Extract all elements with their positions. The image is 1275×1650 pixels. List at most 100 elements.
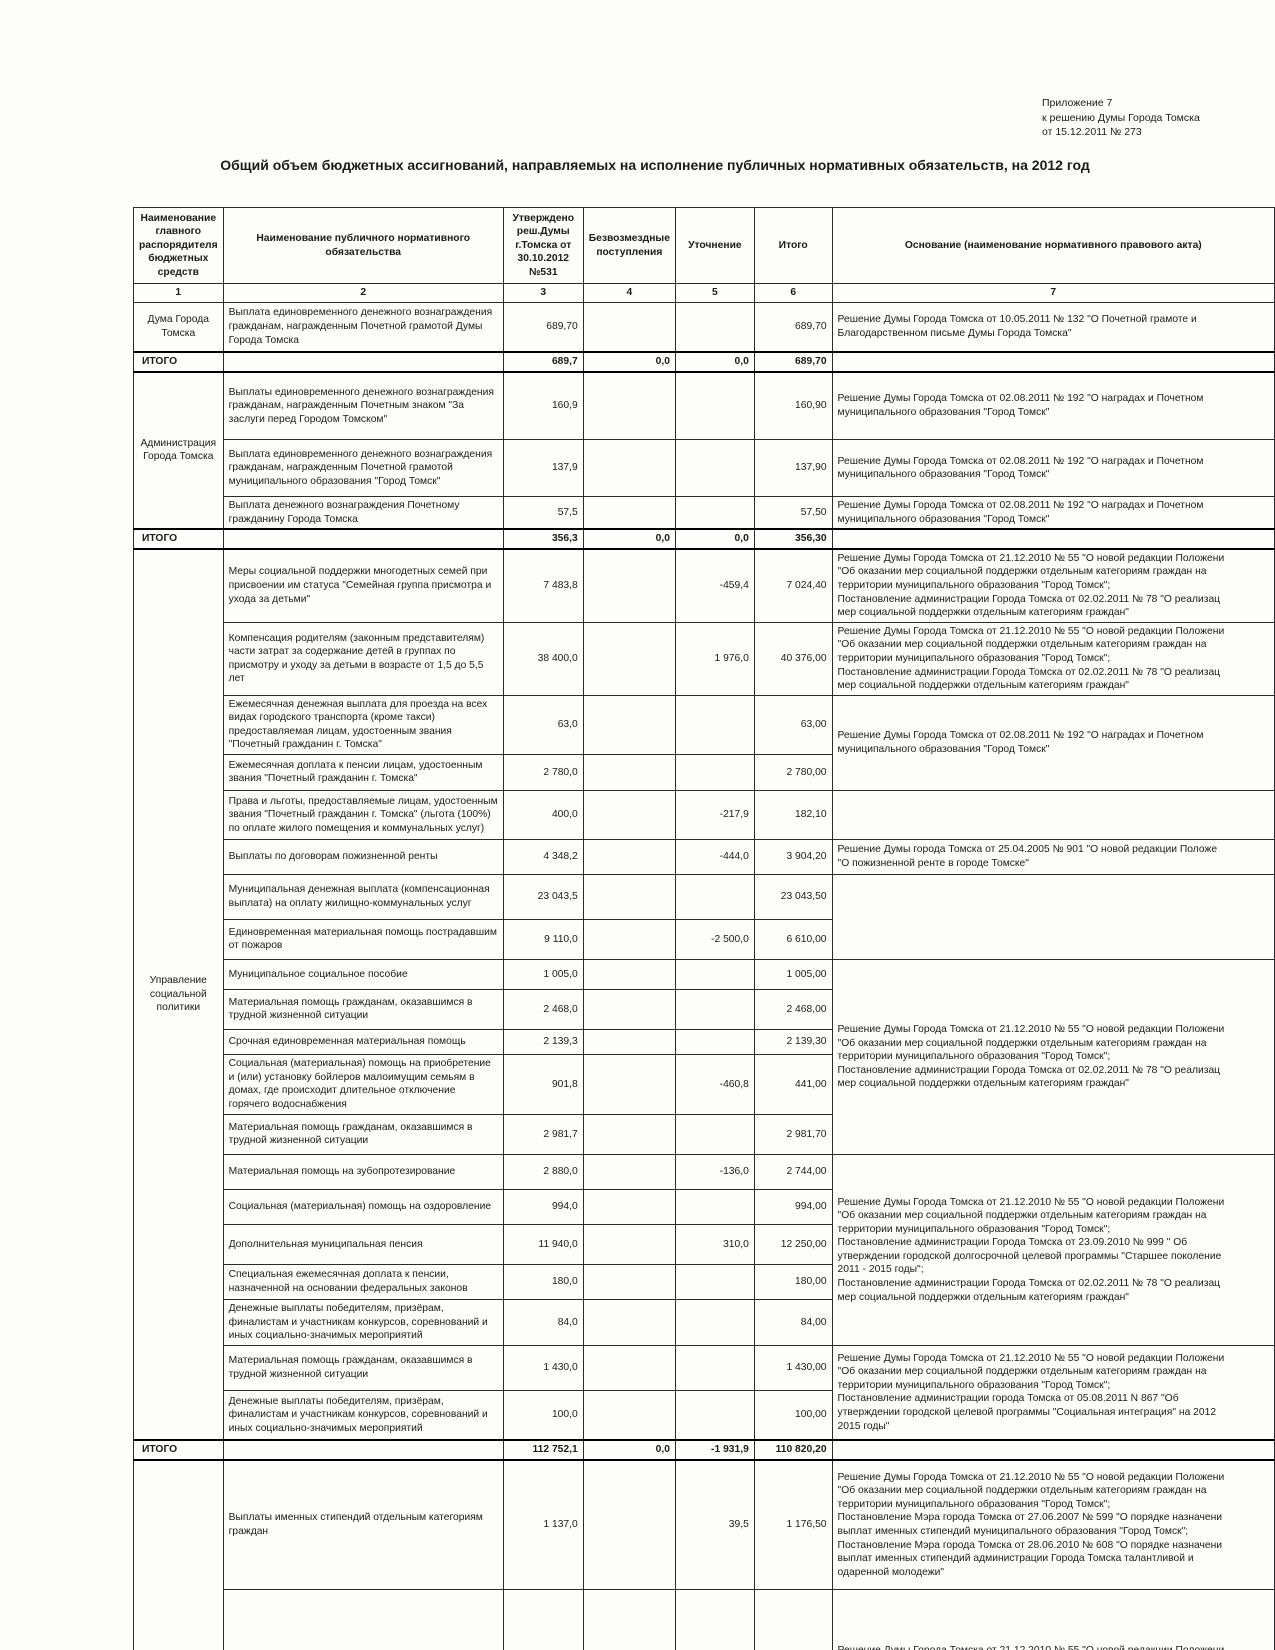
adjustment-cell: [674, 1589, 755, 1650]
table-row: Выплаты по договорам пожизненной ренты 4…: [134, 838, 1275, 875]
table-row: Ежемесячная доплата к пенсии лицам, удос…: [134, 753, 1275, 791]
obligation-cell: Денежные выплаты победителям, призёрам, …: [222, 1389, 504, 1441]
basis-cell: [831, 789, 1275, 840]
obligation-cell: [222, 351, 504, 373]
page-title: Общий объем бюджетных ассигнований, напр…: [220, 157, 1090, 173]
gratuitous-cell: [582, 621, 676, 696]
approved-cell: 2 139,3: [502, 1028, 584, 1055]
obligation-cell: Ежемесячная доплата к пенсии лицам, удос…: [222, 753, 504, 791]
total-cell: 1 430,00: [753, 1344, 833, 1391]
adjustment-cell: -217,9: [674, 789, 755, 840]
approved-cell: 9 110,0: [502, 918, 584, 960]
approved-cell: 100,0: [502, 1389, 584, 1441]
adjustment-cell: 39,5: [674, 1459, 755, 1591]
table-row: Муниципальная денежная выплата (компенса…: [134, 873, 1275, 960]
total-cell: 57,50: [753, 496, 833, 530]
basis-cell: Решение Думы города Томска от 25.04.2005…: [831, 838, 1275, 875]
total-cell: 137,90: [753, 439, 833, 498]
colnum-4: 4: [582, 283, 676, 303]
approved-cell: 356,3: [502, 528, 584, 550]
gratuitous-cell: [582, 496, 676, 530]
basis-cell: Решение Думы Города Томска от 02.08.2011…: [831, 371, 1275, 441]
gratuitous-cell: [582, 548, 676, 623]
basis-cell: [831, 528, 1275, 550]
total-cell: 182,10: [753, 789, 833, 840]
gratuitous-cell: [582, 1028, 676, 1055]
gratuitous-cell: [582, 1223, 676, 1265]
obligation-cell: Права и льготы, предоставляемые лицам, у…: [222, 789, 504, 840]
table-row: Дополнительная муниципальная пенсия 11 9…: [134, 1223, 1275, 1265]
total-cell: 23 043,50: [753, 873, 833, 920]
adjustment-cell: [674, 1028, 755, 1055]
obligation-cell: [222, 528, 504, 550]
basis-cell: Решение Думы Города Томска от 02.08.2011…: [831, 439, 1275, 498]
table-row: Права и льготы, предоставляемые лицам, у…: [134, 789, 1275, 840]
gratuitous-cell: [582, 301, 676, 353]
table-row: Денежные выплаты победителям, призёрам, …: [134, 1298, 1275, 1346]
approved-cell: 689,70: [502, 301, 584, 353]
total-cell: 2 744,00: [753, 1153, 833, 1190]
gratuitous-cell: [582, 753, 676, 791]
total-cell: [753, 1589, 833, 1650]
gratuitous-cell: 0,0: [582, 528, 676, 550]
approved-cell: 23 043,5: [502, 873, 584, 920]
gratuitous-cell: [582, 1389, 676, 1441]
approved-cell: 11 940,0: [502, 1223, 584, 1265]
adjustment-cell: 0,0: [674, 528, 755, 550]
total-cell: 40 376,00: [753, 621, 833, 696]
adjustment-cell: [674, 439, 755, 498]
total-cell: 689,70: [753, 301, 833, 353]
table-row: Выплата денежного вознаграждения Почетно…: [134, 496, 1275, 530]
table-row: Денежные выплаты победителям, призёрам, …: [134, 1389, 1275, 1441]
basis-cell: Решение Думы Города Томска от 21.12.2010…: [831, 621, 1275, 696]
basis-cell: [831, 1439, 1275, 1461]
adjustment-cell: [674, 496, 755, 530]
adjustment-cell: -136,0: [674, 1153, 755, 1190]
table-row: Материальная помощь гражданам, оказавшим…: [134, 988, 1275, 1030]
obligation-cell: Выплата денежного вознаграждения Почетно…: [222, 496, 504, 530]
obligation-cell: Меры социальной поддержки многодетных се…: [222, 548, 504, 623]
obligation-cell: [222, 1439, 504, 1461]
approved-cell: 63,0: [502, 694, 584, 755]
obligation-cell: Выплата единовременного денежного вознаг…: [222, 439, 504, 498]
obligation-cell: Материальная помощь гражданам, оказавшим…: [222, 1344, 504, 1391]
basis-cell: Решение Думы Города Томска от 02.08.2011…: [831, 496, 1275, 530]
colnum-7: 7: [831, 283, 1275, 303]
obligation-cell: Выплаты именных стипендий отдельным кате…: [222, 1459, 504, 1591]
total-cell: 689,70: [753, 351, 833, 373]
approved-cell: 1 005,0: [502, 958, 584, 990]
gratuitous-cell: [582, 1459, 676, 1591]
obligation-cell: Материальная помощь гражданам, оказавшим…: [222, 988, 504, 1030]
gratuitous-cell: [582, 1113, 676, 1155]
adjustment-cell: [674, 371, 755, 441]
total-cell: 1 176,50: [753, 1459, 833, 1591]
header-dept: Наименование главного распорядителя бюдж…: [133, 207, 224, 284]
obligation-cell: Единовременная материальная помощь постр…: [222, 918, 504, 960]
basis-cell: [831, 351, 1275, 373]
basis-cell: Решение Думы Города Томска от 21.12.2010…: [831, 1344, 1275, 1441]
approved-cell: 994,0: [502, 1188, 584, 1225]
total-cell: 994,00: [753, 1188, 833, 1225]
adjustment-cell: [674, 1389, 755, 1441]
table-row: Социальная (материальная) помощь на оздо…: [134, 1188, 1275, 1225]
table-row: Муниципальное социальное пособие 1 005,0…: [134, 958, 1275, 1155]
colnum-row: 1 2 3 4 5 6 7: [133, 283, 1275, 303]
total-cell: 3 904,20: [753, 838, 833, 875]
obligation-cell: Дополнительная муниципальная пенсия: [222, 1223, 504, 1265]
basis-cell: Решение Думы Города Томска от 21.12.2010…: [831, 1589, 1275, 1650]
adjustment-cell: [674, 873, 755, 920]
adjustment-cell: [674, 1113, 755, 1155]
approved-cell: 4 348,2: [502, 838, 584, 875]
basis-cell: Решение Думы Города Томска от 10.05.2011…: [831, 301, 1275, 353]
obligation-cell: Материальная помощь гражданам, оказавшим…: [222, 1113, 504, 1155]
total-cell: 160,90: [753, 371, 833, 441]
approved-cell: 901,8: [502, 1053, 584, 1115]
obligation-cell: Выплаты единовременного денежного вознаг…: [222, 371, 504, 441]
total-cell: 2 468,00: [753, 988, 833, 1030]
approved-cell: 137,9: [502, 439, 584, 498]
obligation-cell: Выплаты по договорам пожизненной ренты: [222, 838, 504, 875]
appendix-note: Приложение 7 к решению Думы Города Томск…: [1042, 97, 1200, 139]
table-row: Администрация Города Томска Выплаты един…: [133, 371, 1275, 530]
obligation-cell: Социальная (материальная) помощь на оздо…: [222, 1188, 504, 1225]
